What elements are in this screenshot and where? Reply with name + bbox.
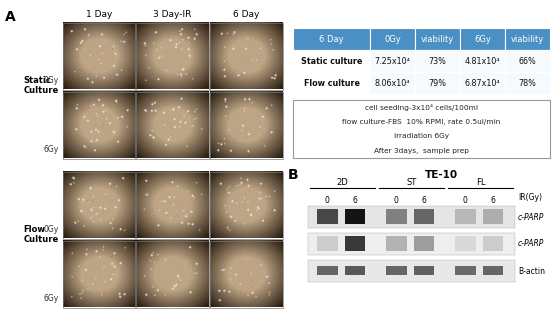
Text: A: A bbox=[5, 10, 16, 24]
Text: 7.25x10⁴: 7.25x10⁴ bbox=[375, 57, 411, 66]
Text: FL: FL bbox=[476, 178, 485, 187]
Text: c-PARP: c-PARP bbox=[518, 212, 544, 221]
Text: 6Gy: 6Gy bbox=[44, 145, 59, 154]
Bar bbox=[63, 172, 135, 239]
Bar bbox=[460, 28, 505, 50]
Bar bbox=[482, 266, 503, 275]
Text: Flow
Culture: Flow Culture bbox=[24, 225, 59, 244]
Text: 79%: 79% bbox=[428, 78, 447, 87]
Text: 1 Day: 1 Day bbox=[85, 10, 112, 19]
Bar bbox=[136, 91, 209, 158]
Bar bbox=[293, 72, 370, 94]
Text: 6Gy: 6Gy bbox=[44, 294, 59, 303]
Text: cell seeding-3x10⁴ cells/100ml: cell seeding-3x10⁴ cells/100ml bbox=[365, 104, 478, 111]
Bar bbox=[308, 206, 515, 228]
Bar bbox=[136, 172, 209, 239]
Bar bbox=[210, 172, 282, 239]
Text: 4.81x10⁴: 4.81x10⁴ bbox=[465, 57, 500, 66]
Text: 6 Day: 6 Day bbox=[319, 35, 344, 44]
Text: ST: ST bbox=[406, 178, 417, 187]
Bar bbox=[63, 91, 135, 158]
Bar bbox=[413, 266, 434, 275]
Bar bbox=[460, 50, 505, 72]
Text: TE-10: TE-10 bbox=[425, 170, 458, 180]
Bar bbox=[482, 236, 503, 251]
Bar bbox=[455, 236, 476, 251]
Text: 3 Day-IR: 3 Day-IR bbox=[153, 10, 191, 19]
Text: 66%: 66% bbox=[518, 57, 536, 66]
Bar bbox=[308, 233, 515, 255]
Bar bbox=[345, 266, 365, 275]
Bar bbox=[370, 50, 415, 72]
Text: c-PARP: c-PARP bbox=[518, 240, 544, 249]
Bar bbox=[505, 72, 550, 94]
Bar bbox=[317, 209, 337, 223]
Text: 0: 0 bbox=[394, 196, 398, 205]
Text: After 3days,  sample prep: After 3days, sample prep bbox=[374, 148, 469, 154]
Bar bbox=[460, 72, 505, 94]
Bar bbox=[210, 22, 282, 89]
Text: 0Gy: 0Gy bbox=[44, 76, 59, 85]
Text: 6: 6 bbox=[491, 196, 496, 205]
Bar bbox=[413, 236, 434, 251]
Text: Flow culture: Flow culture bbox=[304, 78, 360, 87]
Text: 6.87x10⁴: 6.87x10⁴ bbox=[465, 78, 501, 87]
Bar bbox=[505, 50, 550, 72]
Bar bbox=[345, 236, 365, 251]
Bar bbox=[210, 91, 282, 158]
Bar bbox=[317, 236, 337, 251]
Text: 0Gy: 0Gy bbox=[44, 225, 59, 234]
Bar bbox=[293, 100, 550, 158]
Bar bbox=[505, 28, 550, 50]
Text: irradiation 6Gy: irradiation 6Gy bbox=[394, 133, 449, 139]
Bar bbox=[370, 28, 415, 50]
Bar bbox=[415, 28, 460, 50]
Bar bbox=[317, 266, 337, 275]
Text: 6 Day: 6 Day bbox=[233, 10, 259, 19]
Text: 6: 6 bbox=[421, 196, 426, 205]
Bar bbox=[370, 72, 415, 94]
Bar bbox=[308, 260, 515, 282]
Bar bbox=[345, 209, 365, 223]
Bar bbox=[136, 241, 209, 308]
Bar bbox=[63, 22, 135, 89]
Text: 0: 0 bbox=[325, 196, 330, 205]
Bar bbox=[136, 22, 209, 89]
Text: 2D: 2D bbox=[337, 178, 349, 187]
Bar bbox=[386, 209, 407, 223]
Text: 8.06x10⁴: 8.06x10⁴ bbox=[375, 78, 410, 87]
Bar bbox=[413, 209, 434, 223]
Text: 0: 0 bbox=[463, 196, 468, 205]
Text: viability: viability bbox=[511, 35, 544, 44]
Bar bbox=[415, 72, 460, 94]
Bar bbox=[455, 266, 476, 275]
Text: Static
Culture: Static Culture bbox=[24, 76, 59, 95]
Bar bbox=[210, 241, 282, 308]
Text: B-actin: B-actin bbox=[518, 267, 545, 275]
Text: viability: viability bbox=[421, 35, 454, 44]
Text: 0Gy: 0Gy bbox=[384, 35, 401, 44]
Bar bbox=[63, 241, 135, 308]
Text: flow culture-FBS  10% RPMI, rate 0.5ul/min: flow culture-FBS 10% RPMI, rate 0.5ul/mi… bbox=[342, 119, 501, 125]
Bar bbox=[415, 50, 460, 72]
Bar bbox=[455, 209, 476, 223]
Bar bbox=[482, 209, 503, 223]
Text: 6Gy: 6Gy bbox=[474, 35, 491, 44]
Text: B: B bbox=[288, 168, 299, 182]
Bar bbox=[293, 50, 370, 72]
Bar bbox=[386, 236, 407, 251]
Text: Static culture: Static culture bbox=[301, 57, 362, 66]
Bar bbox=[293, 28, 370, 50]
Bar bbox=[386, 266, 407, 275]
Text: 78%: 78% bbox=[518, 78, 537, 87]
Text: 6: 6 bbox=[352, 196, 357, 205]
Text: IR(Gy): IR(Gy) bbox=[518, 193, 542, 201]
Text: 73%: 73% bbox=[428, 57, 447, 66]
